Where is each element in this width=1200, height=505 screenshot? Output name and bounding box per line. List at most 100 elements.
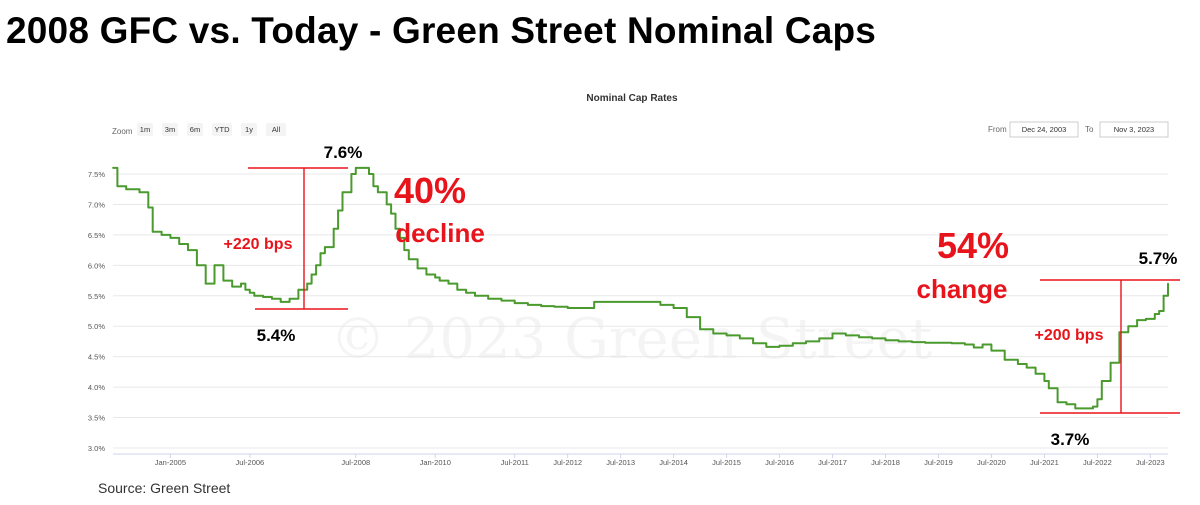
zoom-button-label: 1y [245,125,253,134]
x-tick-label: Jul-2014 [659,458,688,467]
zoom-button-all[interactable] [266,123,286,136]
y-tick-label: 6.0% [88,261,105,270]
data-point [438,279,441,282]
data-point [257,294,260,297]
data-point [1118,331,1121,334]
data-point [659,304,662,306]
data-point [1025,366,1028,369]
zoom-button-label: 3m [165,125,175,134]
series-line [113,166,1169,410]
data-point [699,328,701,331]
x-tick-label: Jul-2013 [606,458,635,467]
x-tick-label: Jan-2005 [155,458,186,467]
y-tick-label: 5.5% [88,292,105,301]
x-tick-label: Jul-2016 [765,458,794,467]
data-point [972,346,975,349]
x-tick-label: Jul-2021 [1030,458,1059,467]
annotation-label: decline [395,218,485,248]
zoom-button-1y[interactable] [241,123,257,136]
x-tick-label: Jul-2006 [235,458,264,467]
data-point [871,337,874,340]
data-point [500,299,503,302]
zoom-button-label: All [272,125,281,134]
annotation-label: +220 bps [224,236,293,253]
data-point [297,288,300,291]
data-point [844,334,847,337]
x-tick-label: Jul-2011 [501,458,529,467]
data-point [253,294,256,297]
data-point [310,273,313,276]
x-tick-label: Jul-2020 [977,458,1006,467]
data-point [1153,313,1156,315]
data-point [1065,403,1068,406]
data-point [1043,380,1046,382]
data-point [160,234,163,236]
data-point [306,282,309,285]
data-point [125,188,128,191]
data-point [725,334,728,337]
zoom-button-ytd[interactable] [212,123,232,136]
data-point [399,237,401,239]
zoom-button-3m[interactable] [162,123,178,136]
data-point [580,307,582,309]
data-point [390,212,392,215]
x-tick-label: Jul-2008 [341,458,370,467]
data-point [738,337,741,340]
data-point [231,285,234,288]
annotation-label: 54% [937,225,1009,266]
data-point [447,282,450,285]
zoom-button-1m[interactable] [137,123,153,136]
annotation-label: 7.6% [324,143,363,162]
annotation-label: change [916,274,1007,304]
data-point [112,167,114,169]
data-point [1092,405,1094,408]
data-point [377,191,379,194]
y-tick-label: 4.0% [88,383,105,392]
data-point [1083,407,1085,410]
data-point [204,282,207,285]
data-point [332,227,335,230]
data-point [151,230,154,233]
data-point [540,305,543,307]
data-point [527,304,529,306]
series-area [112,166,1169,410]
data-point [791,342,794,345]
x-tick-label: Jul-2018 [871,458,900,467]
y-tick-label: 7.5% [88,170,105,179]
data-point [911,341,913,343]
data-point [1145,318,1147,320]
to-date-input[interactable] [1099,121,1169,138]
data-point [279,301,282,303]
data-point [319,252,322,255]
data-point [884,339,887,342]
data-point [403,249,406,252]
data-point [359,167,362,169]
data-point [288,297,291,300]
data-point [633,301,635,303]
data-point [337,209,339,212]
from-label: From [988,125,1007,134]
from-date-input[interactable] [1009,121,1079,138]
data-point [990,349,993,352]
gridlines [113,173,1168,455]
data-point [672,307,675,309]
data-point [1109,361,1112,364]
data-point [937,341,940,344]
annotation-label: 5.4% [257,326,296,345]
data-point [363,167,366,169]
to-date-value: Nov 3, 2023 [1114,125,1154,134]
data-point [924,341,927,344]
data-point [778,344,781,347]
data-point [196,264,198,267]
data-point [566,307,569,309]
data-point [456,288,459,291]
data-point [1003,358,1006,361]
data-point [858,336,860,339]
y-tick-label: 4.5% [88,353,105,362]
data-point [831,332,834,335]
data-point [619,301,622,303]
data-point [324,246,326,249]
chart-title: Nominal Cap Rates [586,93,678,104]
zoom-button-6m[interactable] [187,123,203,136]
